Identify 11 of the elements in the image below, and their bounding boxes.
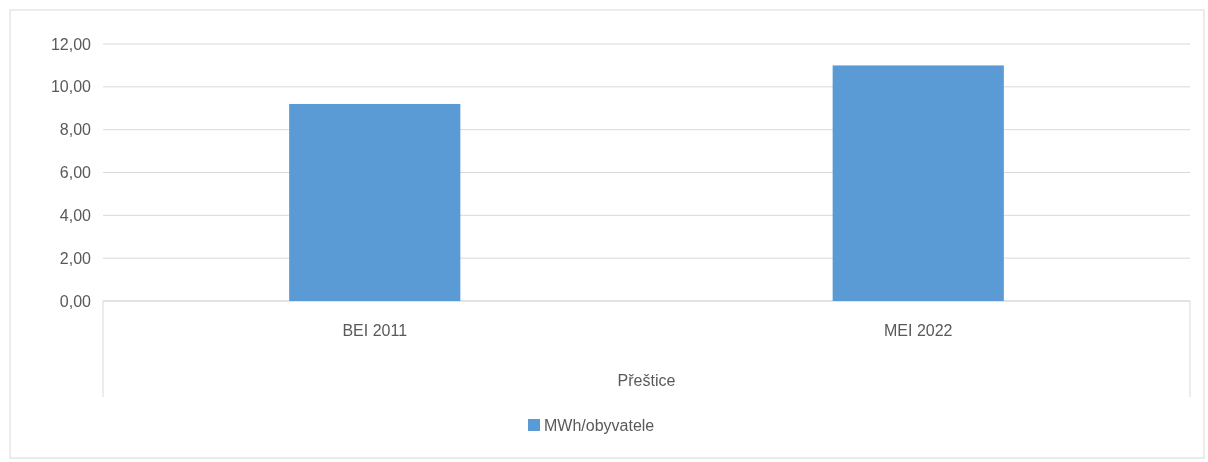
- x-tick-label: BEI 2011: [342, 322, 408, 339]
- y-tick-label: 2,00: [59, 249, 92, 267]
- y-tick-label: 0,00: [59, 292, 92, 310]
- y-tick-label: 10,00: [50, 78, 92, 96]
- y-tick-label: 12,00: [50, 35, 92, 53]
- legend-label: MWh/obyvatele: [544, 416, 655, 434]
- x-tick-label: MEI 2022: [884, 322, 953, 339]
- y-tick-label: 8,00: [59, 121, 92, 139]
- y-tick-label: 4,00: [59, 206, 92, 224]
- y-tick-label: 6,00: [59, 164, 92, 182]
- x-axis-title: Přeštice: [617, 372, 676, 389]
